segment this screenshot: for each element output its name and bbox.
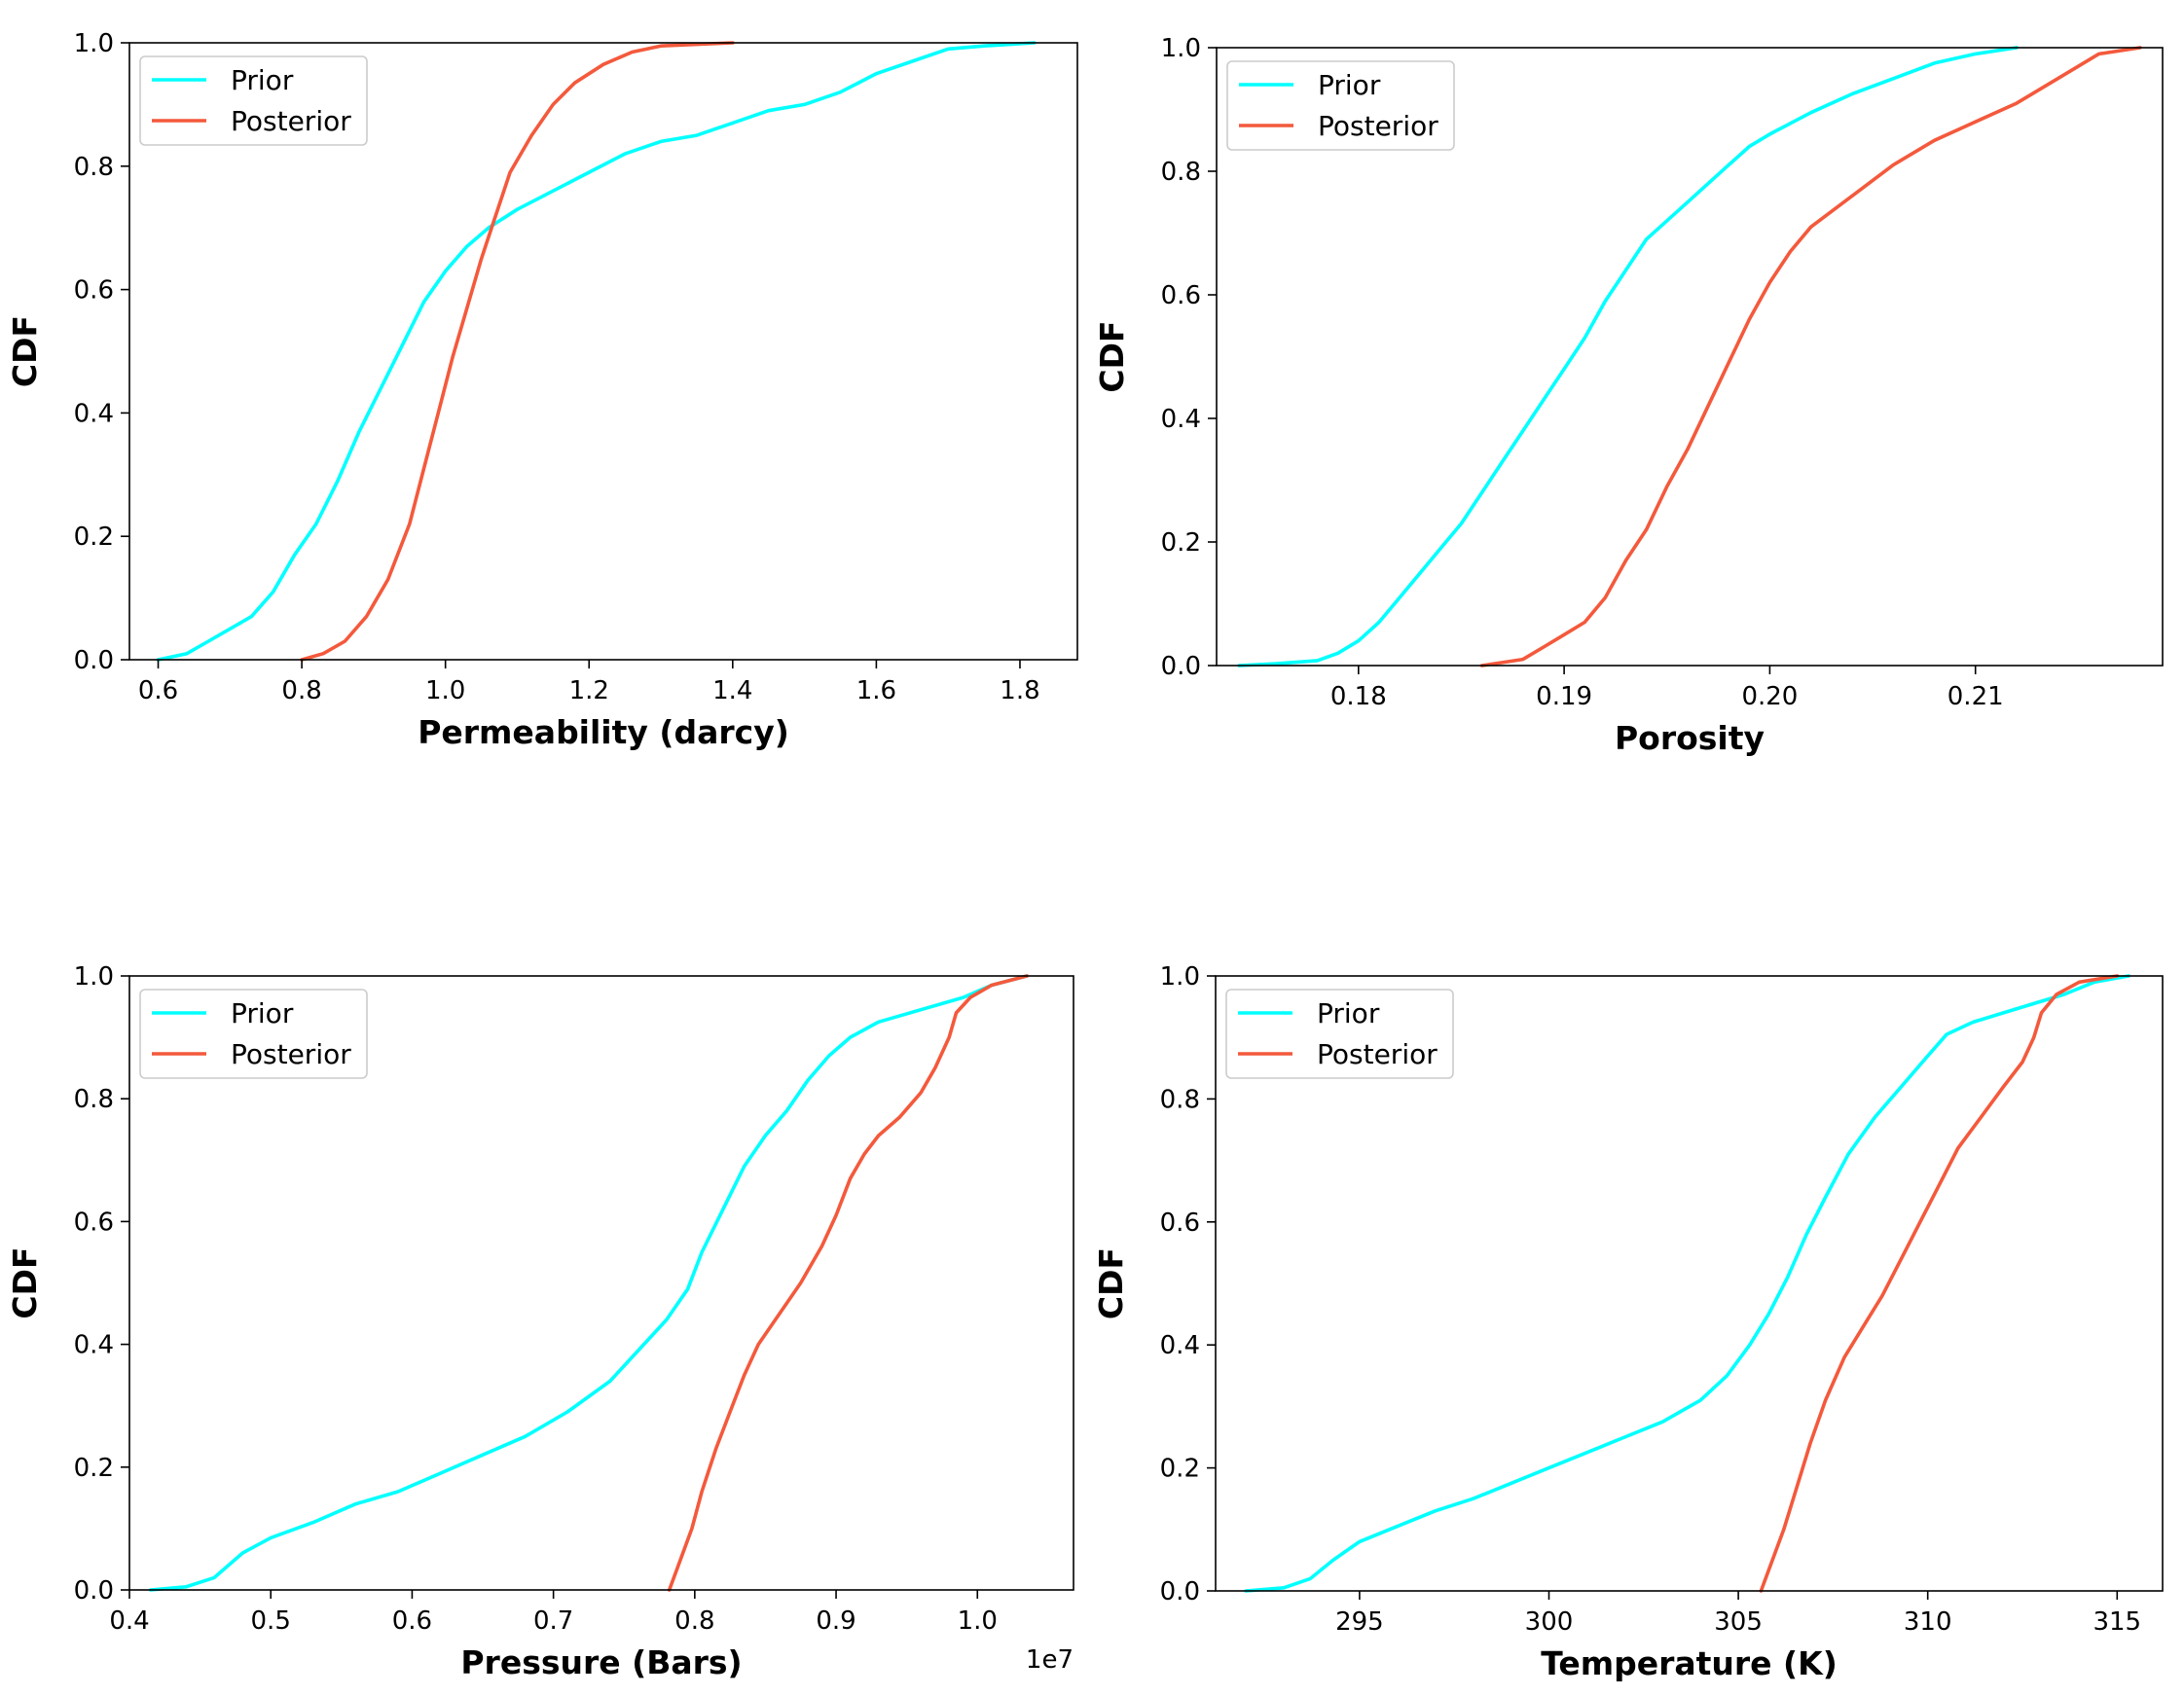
x-tick-label: 300 — [1525, 1607, 1574, 1637]
y-tick-label: 0.8 — [74, 1085, 114, 1114]
y-tick-label: 0.4 — [1160, 1331, 1200, 1360]
series-line-posterior — [1479, 46, 2142, 668]
series-line-prior — [149, 974, 1029, 1592]
axes-frame — [1216, 47, 2164, 667]
legend-label-posterior: Posterior — [231, 1038, 351, 1070]
x-tick-label: 310 — [1904, 1607, 1952, 1637]
x-tick-label: 0.8 — [674, 1606, 714, 1636]
y-tick-label: 0.6 — [74, 276, 114, 306]
legend-label-prior: Prior — [231, 64, 294, 96]
x-tick-label: 305 — [1714, 1607, 1763, 1637]
y-tick-label: 0.6 — [1160, 1209, 1200, 1238]
series-line-prior — [1244, 974, 2130, 1593]
y-tick-label: 0.6 — [74, 1208, 114, 1237]
series-line-prior — [156, 41, 1037, 662]
legend-label-prior: Prior — [231, 997, 294, 1029]
panel-temperature: 295 300 305 310 315 0.0 0.2 0.4 0.6 0.8 1.0 Tempera… — [1092, 962, 2164, 1682]
y-tick-label: 0.4 — [1161, 405, 1201, 434]
x-tick-label: 295 — [1335, 1607, 1384, 1637]
series-line-posterior — [300, 41, 735, 662]
x-tick-label: 0.7 — [533, 1606, 573, 1636]
x-tick-label: 0.21 — [1947, 682, 2004, 711]
y-tick-label: 0.4 — [74, 1331, 114, 1360]
legend-label-prior: Prior — [1317, 997, 1380, 1029]
y-axis-title: CDF — [6, 315, 44, 387]
y-axis-title: CDF — [1093, 320, 1131, 392]
y-tick-label: 0.2 — [1161, 528, 1201, 558]
axes-frame — [128, 42, 1078, 661]
y-tick-label: 0.0 — [74, 646, 114, 675]
x-tick-label: 0.8 — [281, 676, 321, 705]
axes-frame — [128, 975, 1074, 1591]
y-axis-title: CDF — [1092, 1247, 1130, 1319]
legend: Prior Posterior — [1226, 60, 1455, 151]
x-tick-label: 1.0 — [425, 676, 465, 705]
x-tick-label: 1.2 — [569, 676, 609, 705]
x-tick-label: 0.18 — [1330, 682, 1387, 711]
x-tick-label: 1.6 — [856, 676, 896, 705]
x-tick-label: 1.8 — [1000, 676, 1039, 705]
x-axis-title: Permeability (darcy) — [418, 713, 789, 751]
x-tick-label: 315 — [2093, 1607, 2141, 1637]
panel-pressure: 0.4 0.5 0.6 0.7 0.8 0.9 1.0 0.0 0.2 0.4 0.6 0.8 1.0 P… — [6, 962, 1074, 1681]
y-tick-label: 0.4 — [74, 399, 114, 428]
panel-porosity: 0.18 0.19 0.20 0.21 0.0 0.2 0.4 0.6 0.8 1.0 Porosi… — [1093, 34, 2164, 757]
y-tick-label: 1.0 — [1160, 962, 1200, 992]
legend-label-posterior: Posterior — [231, 105, 351, 137]
y-axis-title: CDF — [6, 1246, 44, 1318]
y-tick-label: 0.6 — [1161, 281, 1201, 310]
legend: Prior Posterior — [139, 989, 368, 1079]
x-tick-label: 0.4 — [109, 1606, 149, 1636]
x-axis-title: Temperature (K) — [1541, 1644, 1838, 1682]
y-tick-label: 0.8 — [74, 153, 114, 182]
legend-label-prior: Prior — [1318, 69, 1381, 101]
x-tick-label: 1.0 — [958, 1606, 998, 1636]
y-tick-label: 0.2 — [74, 1454, 114, 1483]
x-offset-label: 1e7 — [1026, 1645, 1074, 1675]
x-tick-label: 0.5 — [251, 1606, 291, 1636]
y-tick-label: 0.0 — [1161, 652, 1201, 681]
x-tick-label: 0.19 — [1536, 682, 1592, 711]
legend: Prior Posterior — [1225, 989, 1454, 1079]
x-tick-label: 0.9 — [816, 1606, 855, 1636]
y-tick-label: 0.8 — [1161, 158, 1201, 187]
legend: Prior Posterior — [139, 55, 368, 146]
y-tick-label: 0.0 — [74, 1576, 114, 1606]
series-line-prior — [1237, 46, 2019, 668]
legend-label-posterior: Posterior — [1317, 1038, 1438, 1070]
axes-frame — [1215, 975, 2164, 1592]
y-tick-label: 0.2 — [1160, 1455, 1200, 1484]
panel-permeability: 0.6 0.8 1.0 1.2 1.4 1.6 1.8 0.0 0.2 0.4 0.6 0.8 1.0 P… — [6, 29, 1078, 751]
x-tick-label: 0.6 — [392, 1606, 432, 1636]
x-axis-title: Pressure (Bars) — [460, 1643, 742, 1681]
series-line-posterior — [667, 974, 1029, 1592]
y-tick-label: 1.0 — [1161, 34, 1201, 63]
x-tick-label: 0.6 — [138, 676, 178, 705]
y-tick-label: 0.8 — [1160, 1085, 1200, 1114]
y-tick-label: 0.0 — [1160, 1577, 1200, 1606]
x-tick-label: 1.4 — [712, 676, 752, 705]
y-tick-label: 1.0 — [74, 962, 114, 992]
legend-label-posterior: Posterior — [1318, 110, 1438, 142]
y-tick-label: 0.2 — [74, 523, 114, 552]
y-tick-label: 1.0 — [74, 29, 114, 58]
x-axis-title: Porosity — [1615, 719, 1765, 757]
series-line-posterior — [1759, 974, 2120, 1593]
x-tick-label: 0.20 — [1741, 682, 1798, 711]
